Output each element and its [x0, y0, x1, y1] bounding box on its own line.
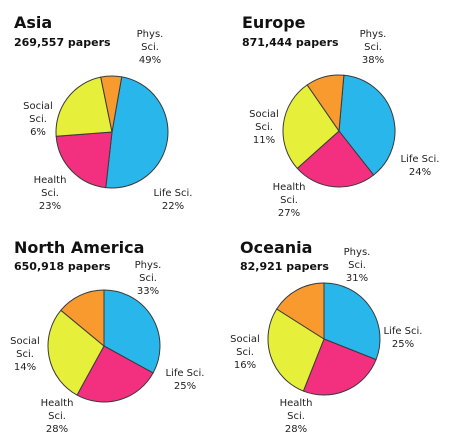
pie-slice-social-sci: [60, 289, 105, 348]
slice-label: Life Sci. 25%: [383, 326, 422, 350]
pie-slice-phys-sci: [105, 76, 169, 189]
pie-slice-health-sci: [47, 309, 105, 396]
pie-slice-phys-sci: [323, 282, 381, 361]
slice-label: Health Sci. 23%: [34, 175, 67, 212]
paper-count: 82,921 papers: [240, 260, 329, 273]
chart-title: Oceania: [240, 238, 312, 257]
slice-label: Life Sci. 24%: [400, 154, 439, 178]
pie-slice-social-sci: [100, 75, 123, 133]
slice-label: Phys. Sci. 38%: [360, 29, 387, 66]
slice-label: Social Sci. 11%: [249, 109, 279, 146]
slice-label: Phys. Sci. 49%: [137, 29, 164, 66]
chart-title: Asia: [14, 13, 52, 32]
slice-label: Phys. Sci. 33%: [135, 260, 162, 297]
chart-title: Europe: [242, 13, 306, 32]
pie-slice-life-sci: [55, 131, 113, 189]
slice-label: Social Sci. 16%: [230, 334, 260, 371]
slice-label: Phys. Sci. 31%: [344, 247, 371, 284]
slice-label: Social Sci. 6%: [23, 101, 53, 138]
slice-label: Social Sci. 14%: [10, 336, 40, 373]
slice-label: Life Sci. 25%: [165, 368, 204, 392]
pie-slice-life-sci: [296, 130, 375, 188]
pie-slice-life-sci: [302, 338, 377, 396]
slice-label: Life Sci. 22%: [153, 188, 192, 212]
pie-panel: Oceania 82,921 papers Phys. Sci. 31% Life Sci…: [230, 238, 422, 435]
pie-panel: Europe 871,444 papers Phys. Sci. 38% Life Sci…: [242, 13, 440, 219]
paper-count: 269,557 papers: [14, 36, 111, 49]
paper-count: 871,444 papers: [242, 36, 339, 49]
pie-slice-life-sci: [76, 345, 154, 403]
slice-label: Health Sci. 27%: [273, 182, 306, 219]
pie-panel: North America 650,918 papers Phys. Sci. 33% L…: [10, 238, 204, 435]
pie-slice-phys-sci: [103, 289, 161, 374]
pie-slice-health-sci: [282, 84, 340, 170]
slice-label: Health Sci. 28%: [41, 398, 74, 435]
pie-slice-health-sci: [55, 76, 113, 137]
pie-slice-phys-sci: [338, 74, 396, 176]
slice-label: Health Sci. 28%: [280, 398, 313, 435]
pie-slice-social-sci: [306, 74, 345, 133]
pie-panel: Asia 269,557 papers Phys. Sci. 49% Life Sci. 2…: [14, 13, 193, 212]
paper-count: 650,918 papers: [14, 260, 111, 273]
pie-slice-social-sci: [276, 282, 325, 340]
pie-slice-health-sci: [267, 308, 325, 392]
chart-title: North America: [14, 238, 144, 257]
